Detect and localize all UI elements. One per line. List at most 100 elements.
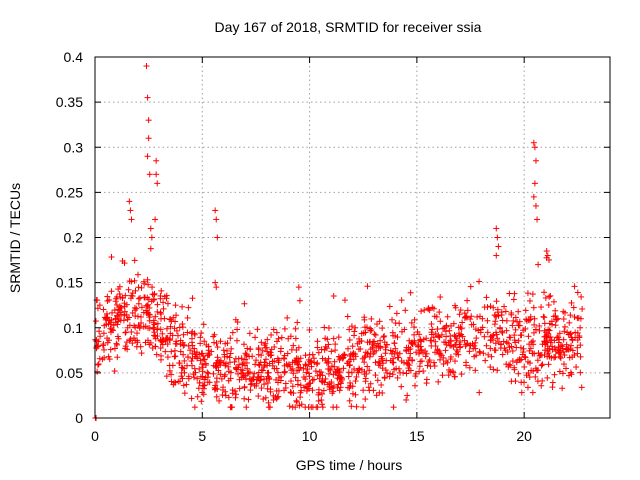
data-point [417,347,424,354]
data-point [130,335,137,342]
data-point [200,385,207,392]
data-point [100,341,107,348]
data-point [222,362,229,369]
data-point [293,346,300,353]
data-point [509,322,516,329]
data-point [224,347,231,354]
data-point [228,404,235,411]
data-point [490,304,497,311]
data-point [287,389,294,396]
data-point [187,347,194,354]
data-point [273,395,280,402]
data-point [531,180,538,187]
data-point [516,357,523,364]
data-point [450,343,457,350]
data-point [318,378,325,385]
data-point [247,387,254,394]
data-point [556,368,563,375]
data-point [442,347,449,354]
data-point [319,401,326,408]
data-point [241,356,248,363]
data-point [450,369,457,376]
data-point [290,342,297,349]
data-point [152,216,159,223]
data-point [458,325,465,332]
data-point [221,373,228,380]
data-point [349,343,356,350]
data-point [164,300,171,307]
data-point [332,341,339,348]
data-point [346,336,353,343]
data-point [453,350,460,357]
data-point [313,404,320,411]
data-point [416,331,423,338]
data-point [560,336,567,343]
data-point [422,353,429,360]
data-point [240,341,247,348]
data-point [214,234,221,241]
data-point [407,289,414,296]
data-point [339,352,346,359]
data-point [104,335,111,342]
data-point [566,319,573,326]
data-point [345,369,352,376]
data-point [225,394,232,401]
data-point [227,375,234,382]
data-point [430,305,437,312]
data-point [447,333,454,340]
data-point [331,363,338,370]
data-point [517,332,524,339]
data-point [499,351,506,358]
data-point [458,331,465,338]
data-point [487,345,494,352]
data-point [212,385,219,392]
data-point [262,356,269,363]
data-point [300,365,307,372]
data-point [492,340,499,347]
data-point [110,327,117,334]
data-point [571,352,578,359]
data-point [96,302,103,309]
data-points [92,63,586,421]
data-point [567,331,574,338]
data-point [545,361,552,368]
data-point [306,380,313,387]
data-point [131,257,138,264]
data-point [426,357,433,364]
data-point [498,309,505,316]
data-point [227,335,234,342]
data-point [196,379,203,386]
data-point [417,336,424,343]
data-point [106,317,113,324]
data-point [491,321,498,328]
data-point [153,171,160,178]
data-point [479,324,486,331]
data-point [95,361,102,368]
data-point [281,387,288,394]
data-point [451,373,458,380]
data-point [487,333,494,340]
data-point [458,371,465,378]
data-point [213,284,220,291]
data-point [300,374,307,381]
data-point [469,340,476,347]
data-point [510,317,517,324]
data-point [247,369,254,376]
data-point [173,327,180,334]
data-point [263,344,270,351]
data-point [319,390,326,397]
data-point [539,361,546,368]
data-point [222,371,229,378]
data-point [227,350,234,357]
data-point [349,390,356,397]
data-point [437,356,444,363]
data-point [302,404,309,411]
data-point [143,302,150,309]
data-point [181,341,188,348]
data-point [523,316,530,323]
data-point [559,385,566,392]
data-point [508,378,515,385]
data-point [247,346,254,353]
data-point [183,381,190,388]
